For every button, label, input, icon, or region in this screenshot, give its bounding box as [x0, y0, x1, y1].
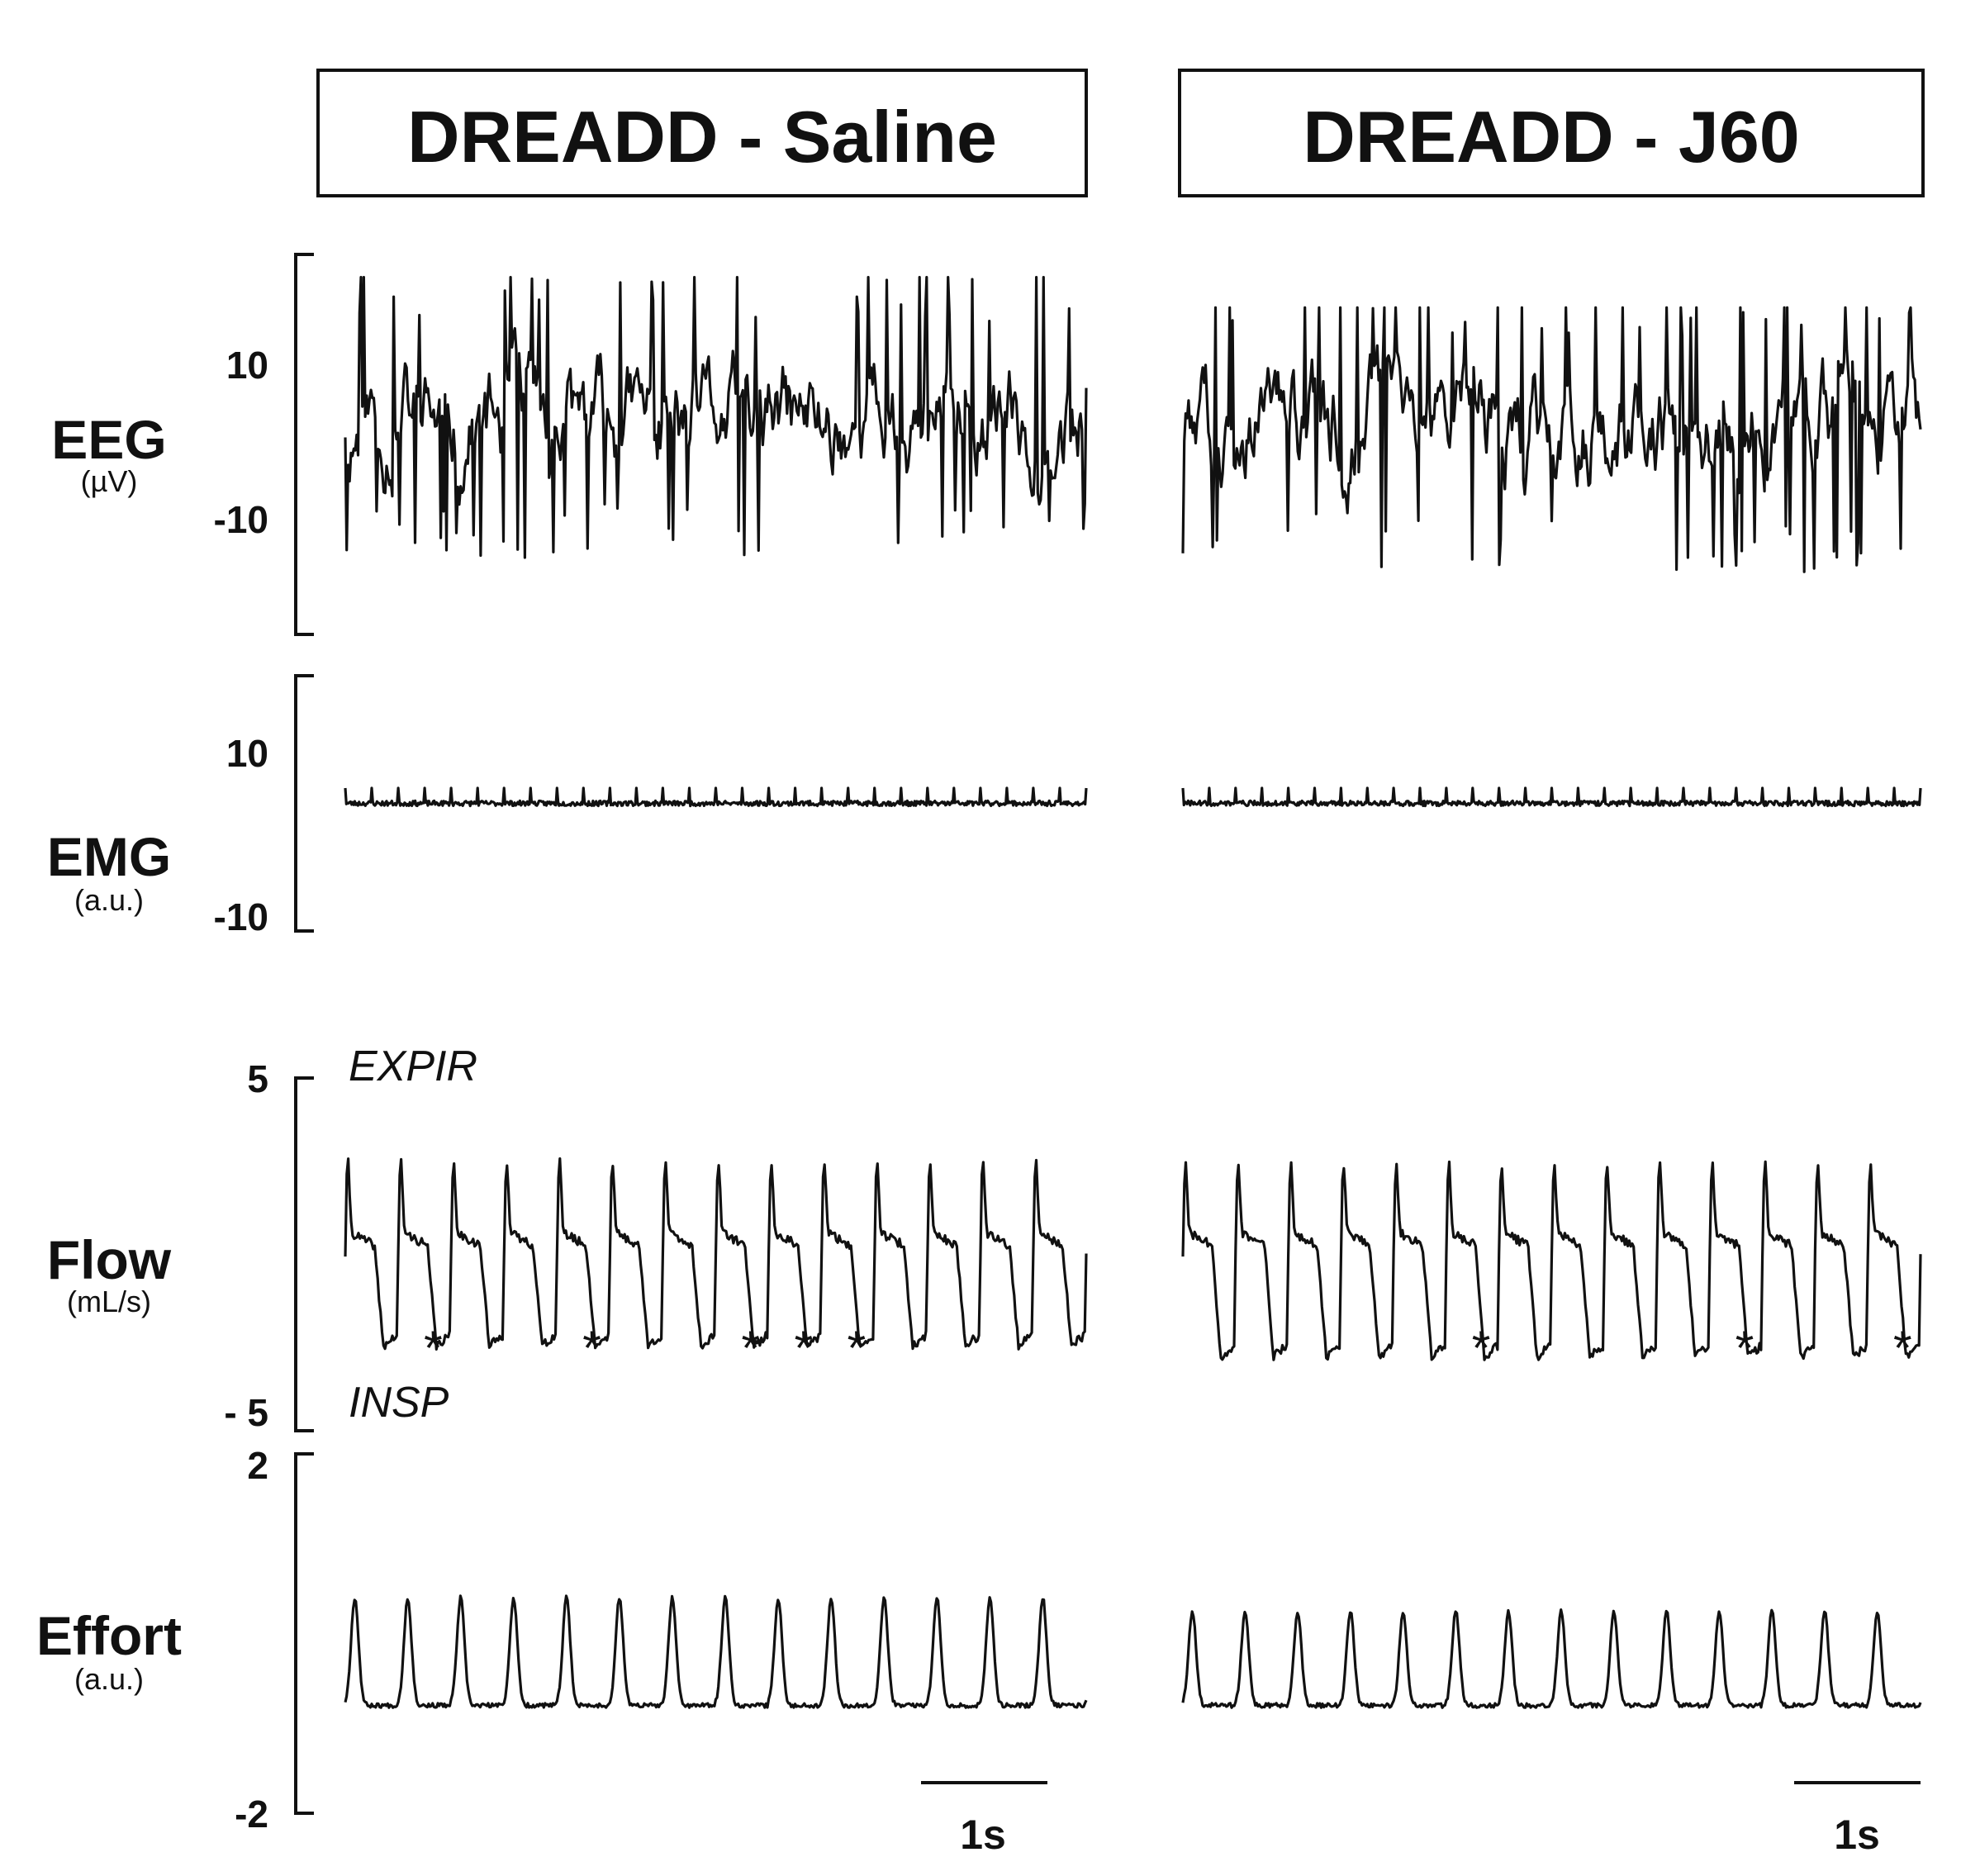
apnea-asterisk: *: [424, 1322, 443, 1375]
emg-trace-saline: [344, 786, 1088, 808]
flow-trace-j60: [1181, 1160, 1922, 1361]
scale-bar-label-saline: 1s: [960, 1812, 1006, 1858]
title-text-saline: DREADD - Saline: [407, 96, 997, 178]
effort-tick-bottom: -2: [235, 1793, 268, 1836]
j60-traces: * * *: [1181, 306, 1922, 1709]
saline-traces: * * * * *: [344, 276, 1088, 1709]
apnea-asterisk: *: [1735, 1322, 1754, 1375]
panel-title-saline: DREADD - Saline: [316, 69, 1088, 197]
eeg-trace-j60: [1181, 306, 1922, 573]
emg-tick-top: 10: [226, 732, 268, 775]
flow-tick-top: 5: [247, 1057, 268, 1100]
eeg-trace-saline: [344, 276, 1088, 559]
flow-annot-expir: EXPIR: [349, 1042, 477, 1090]
emg-unit: (a.u.): [74, 883, 144, 917]
apnea-markers-j60: * * *: [1472, 1322, 1912, 1375]
apnea-asterisk: *: [848, 1322, 867, 1375]
eeg-unit: (µV): [81, 464, 138, 498]
emg-tick-bottom: -10: [214, 895, 268, 938]
flow-axis: [294, 1076, 314, 1432]
flow-unit: (mL/s): [67, 1285, 151, 1318]
effort-trace-j60: [1181, 1608, 1922, 1709]
flow-tick-bottom: - 5: [224, 1391, 268, 1434]
effort-label: Effort: [36, 1605, 182, 1666]
apnea-asterisk: *: [742, 1322, 761, 1375]
emg-trace-j60: [1181, 786, 1922, 808]
flow-annot-insp: INSP: [349, 1379, 449, 1427]
flow-label: Flow: [47, 1229, 172, 1290]
apnea-asterisk: *: [582, 1322, 601, 1375]
title-text-j60: DREADD - J60: [1303, 96, 1799, 178]
emg-axis: [294, 674, 314, 933]
apnea-asterisk: *: [795, 1322, 814, 1375]
title-box-j60: [1178, 69, 1925, 197]
eeg-axis: [294, 253, 314, 636]
scale-bar-label-j60: 1s: [1834, 1812, 1880, 1858]
flow-trace-saline: [344, 1157, 1088, 1351]
eeg-label: EEG: [51, 409, 166, 470]
effort-axis: [294, 1452, 314, 1815]
apnea-markers-saline: * * * * *: [424, 1322, 866, 1375]
title-box-saline: [316, 69, 1088, 197]
eeg-tick-top: 10: [226, 344, 268, 387]
panel-title-j60: DREADD - J60: [1178, 69, 1925, 197]
emg-label: EMG: [47, 826, 171, 887]
eeg-tick-bottom: -10: [214, 498, 268, 541]
apnea-asterisk: *: [1472, 1322, 1491, 1375]
effort-unit: (a.u.): [74, 1662, 144, 1696]
effort-tick-top: 2: [247, 1444, 268, 1487]
effort-trace-saline: [344, 1594, 1088, 1709]
apnea-asterisk: *: [1893, 1322, 1912, 1375]
